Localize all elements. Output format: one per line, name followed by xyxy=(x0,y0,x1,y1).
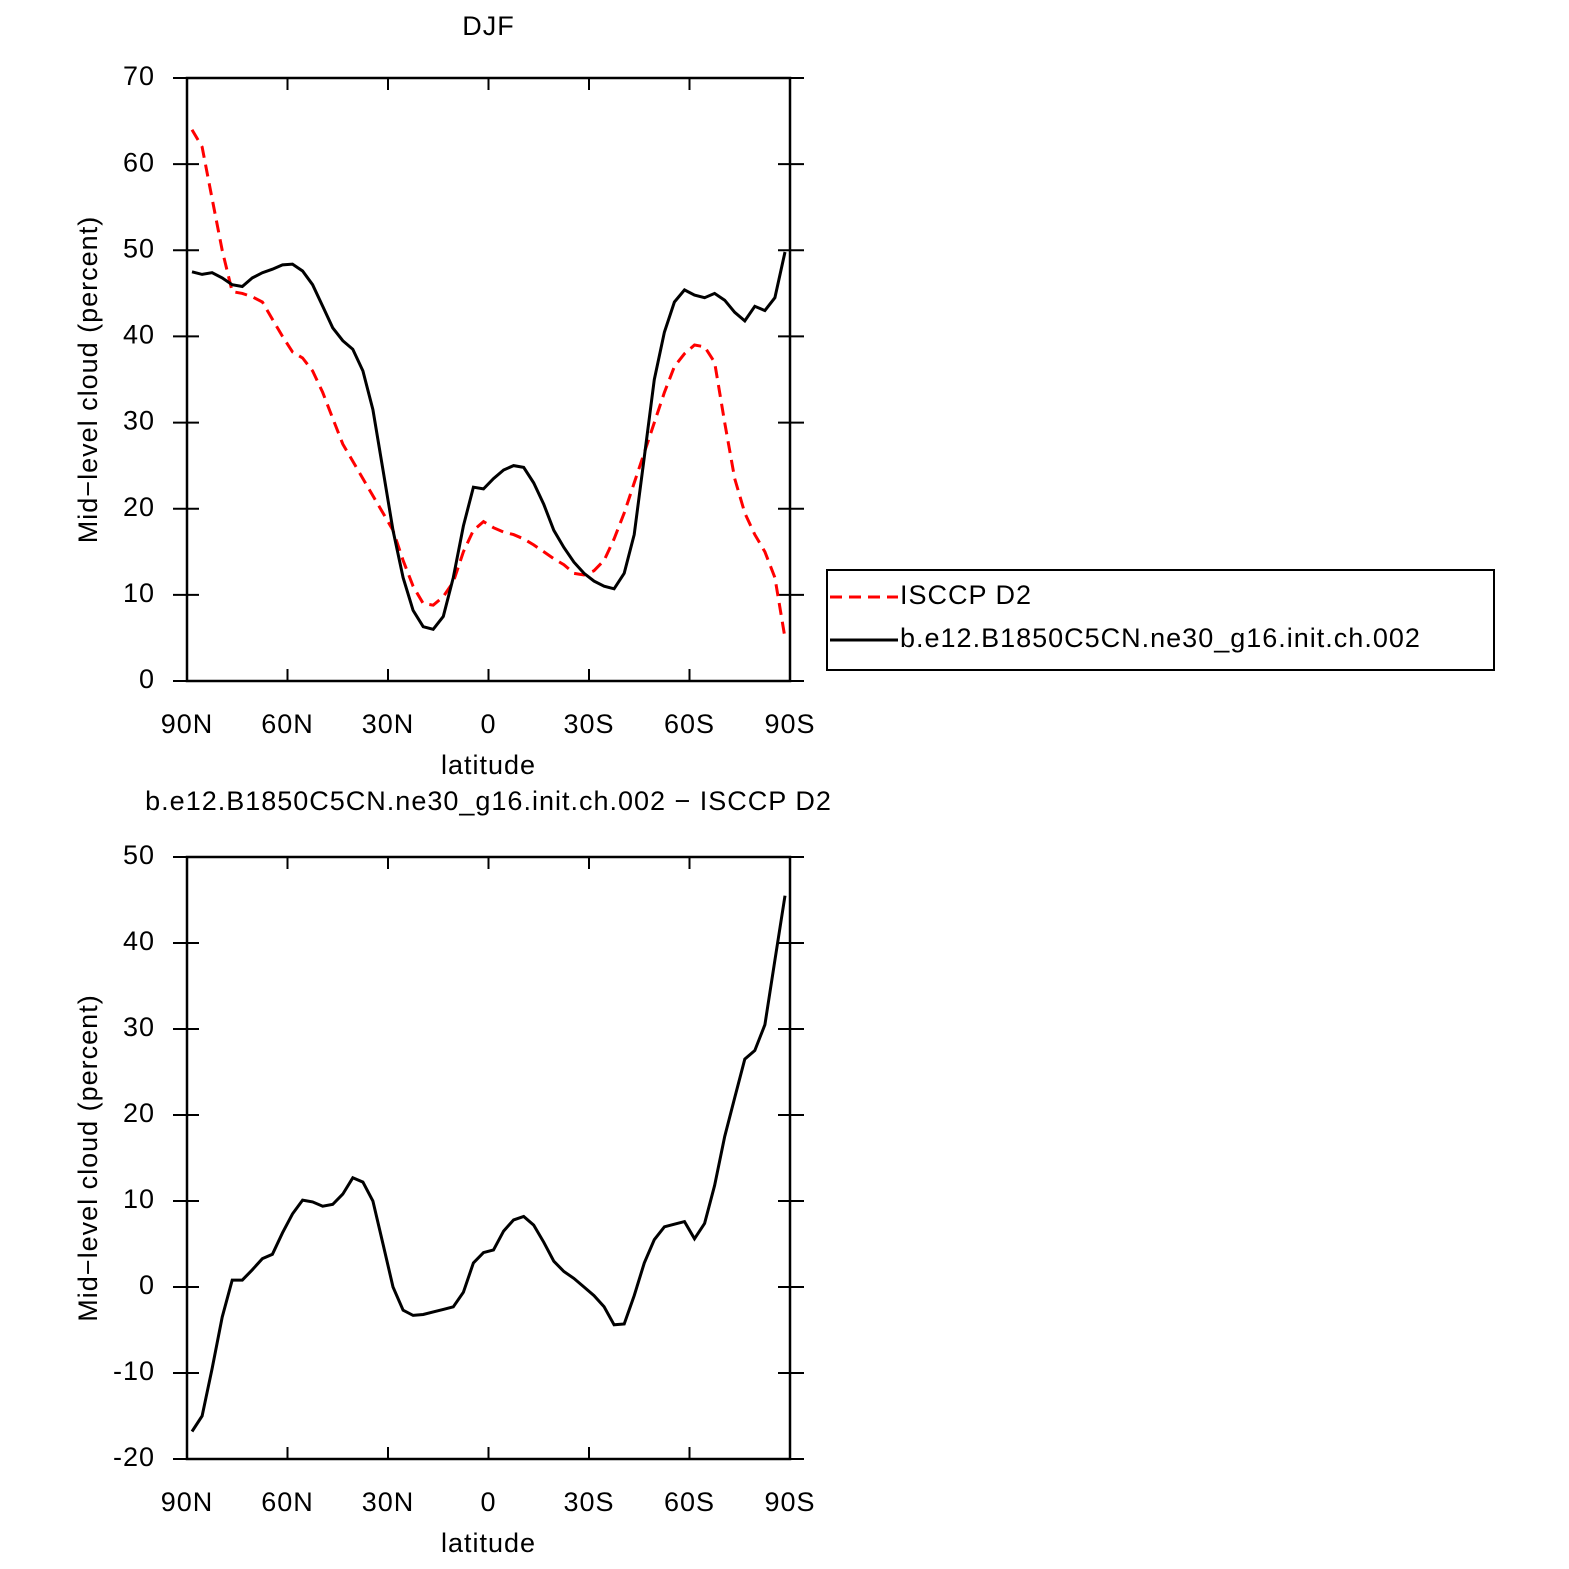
x-tick-label: 60N xyxy=(261,709,314,739)
y-tick-label: 10 xyxy=(123,1184,155,1214)
chart-title: DJF xyxy=(462,11,515,41)
y-tick-label: 20 xyxy=(123,1098,155,1128)
x-tick-label: 30N xyxy=(362,1487,415,1517)
x-axis-label: latitude xyxy=(441,750,536,780)
y-tick-label: 20 xyxy=(123,492,155,522)
chart-title: b.e12.B1850C5CN.ne30_g16.init.ch.002 − I… xyxy=(145,786,832,816)
y-tick-label: 0 xyxy=(139,664,155,694)
x-tick-label: 90S xyxy=(764,1487,815,1517)
y-tick-label: 50 xyxy=(123,233,155,263)
series-line xyxy=(190,895,787,1433)
x-tick-label: 90S xyxy=(764,709,815,739)
series-line xyxy=(191,251,787,631)
x-tick-label: 90N xyxy=(161,1487,214,1517)
y-tick-label: 0 xyxy=(139,1270,155,1300)
legend-box xyxy=(826,569,1495,671)
x-tick-label: 30S xyxy=(563,1487,614,1517)
y-tick-label: -10 xyxy=(113,1356,155,1386)
x-tick-label: 30S xyxy=(563,709,614,739)
y-tick-label: 70 xyxy=(123,61,155,91)
y-tick-label: 60 xyxy=(123,147,155,177)
legend-label: b.e12.B1850C5CN.ne30_g16.init.ch.002 xyxy=(900,623,1421,653)
y-axis-label: Mid−level cloud (percent) xyxy=(73,216,103,543)
plot-frame xyxy=(185,855,792,1461)
y-tick-label: 40 xyxy=(123,320,155,350)
y-tick-label: 40 xyxy=(123,926,155,956)
y-tick-label: 30 xyxy=(123,1012,155,1042)
x-axis-label: latitude xyxy=(441,1528,536,1558)
x-tick-label: 60S xyxy=(664,1487,715,1517)
x-tick-label: 60N xyxy=(261,1487,314,1517)
y-axis-label: Mid−level cloud (percent) xyxy=(73,994,103,1321)
y-tick-label: 30 xyxy=(123,406,155,436)
legend-label: ISCCP D2 xyxy=(900,580,1032,610)
y-tick-label: -20 xyxy=(113,1442,155,1472)
x-tick-label: 60S xyxy=(664,709,715,739)
x-tick-label: 30N xyxy=(362,709,415,739)
x-tick-label: 0 xyxy=(480,709,496,739)
x-tick-label: 0 xyxy=(480,1487,496,1517)
series-line xyxy=(190,128,787,639)
x-tick-label: 90N xyxy=(161,709,214,739)
y-tick-label: 10 xyxy=(123,578,155,608)
plot-frame xyxy=(185,76,792,683)
y-tick-label: 50 xyxy=(123,840,155,870)
